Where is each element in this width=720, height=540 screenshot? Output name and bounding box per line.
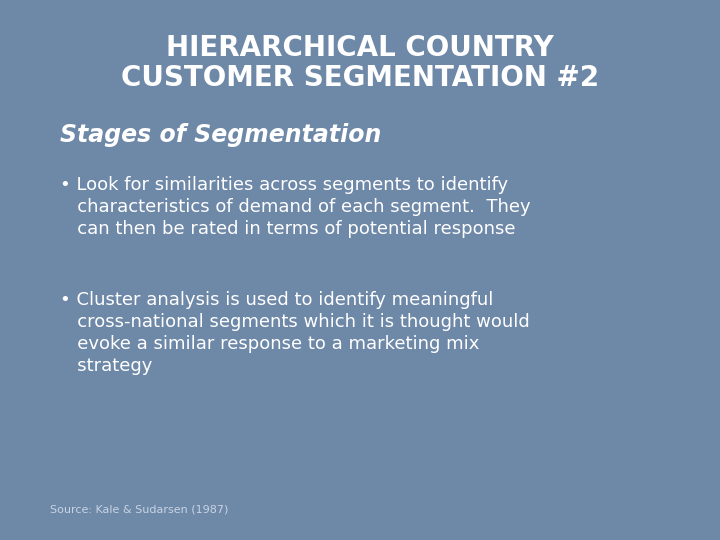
Text: characteristics of demand of each segment.  They: characteristics of demand of each segmen… bbox=[60, 198, 531, 216]
Text: HIERARCHICAL COUNTRY: HIERARCHICAL COUNTRY bbox=[166, 34, 554, 62]
Text: strategy: strategy bbox=[60, 357, 153, 375]
Text: • Look for similarities across segments to identify: • Look for similarities across segments … bbox=[60, 176, 508, 194]
Text: cross-national segments which it is thought would: cross-national segments which it is thou… bbox=[60, 313, 530, 331]
Text: • Cluster analysis is used to identify meaningful: • Cluster analysis is used to identify m… bbox=[60, 291, 493, 309]
Text: CUSTOMER SEGMENTATION #2: CUSTOMER SEGMENTATION #2 bbox=[121, 64, 599, 92]
Text: Stages of Segmentation: Stages of Segmentation bbox=[60, 123, 382, 147]
Text: Source: Kale & Sudarsen (1987): Source: Kale & Sudarsen (1987) bbox=[50, 505, 228, 515]
Text: evoke a similar response to a marketing mix: evoke a similar response to a marketing … bbox=[60, 335, 480, 353]
Text: can then be rated in terms of potential response: can then be rated in terms of potential … bbox=[60, 220, 516, 238]
